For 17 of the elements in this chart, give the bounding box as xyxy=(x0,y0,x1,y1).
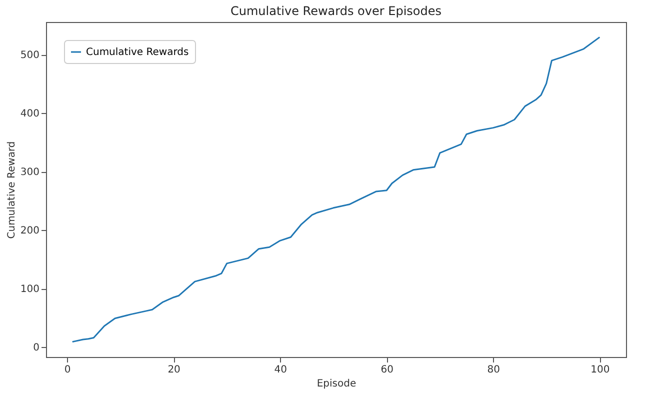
x-tick-label: 20 xyxy=(168,364,180,376)
x-tick-label: 40 xyxy=(274,364,287,376)
y-tick-label: 100 xyxy=(20,284,40,296)
x-tick-label: 0 xyxy=(64,364,71,376)
y-axis-title: Cumulative Reward xyxy=(6,141,18,239)
legend-label: Cumulative Rewards xyxy=(86,47,189,58)
y-tick-label: 200 xyxy=(20,226,40,237)
x-tick-label: 80 xyxy=(487,364,500,376)
chart-title: Cumulative Rewards over Episodes xyxy=(230,4,442,18)
y-tick-label: 0 xyxy=(33,342,40,354)
x-tick-label: 60 xyxy=(380,364,394,376)
y-tick-label: 400 xyxy=(20,108,40,120)
x-tick-label: 100 xyxy=(590,364,610,376)
y-tick-label: 300 xyxy=(20,167,40,178)
x-axis-title: Episode xyxy=(316,378,356,390)
line-series xyxy=(72,36,600,343)
y-tick-label: 500 xyxy=(20,50,40,62)
